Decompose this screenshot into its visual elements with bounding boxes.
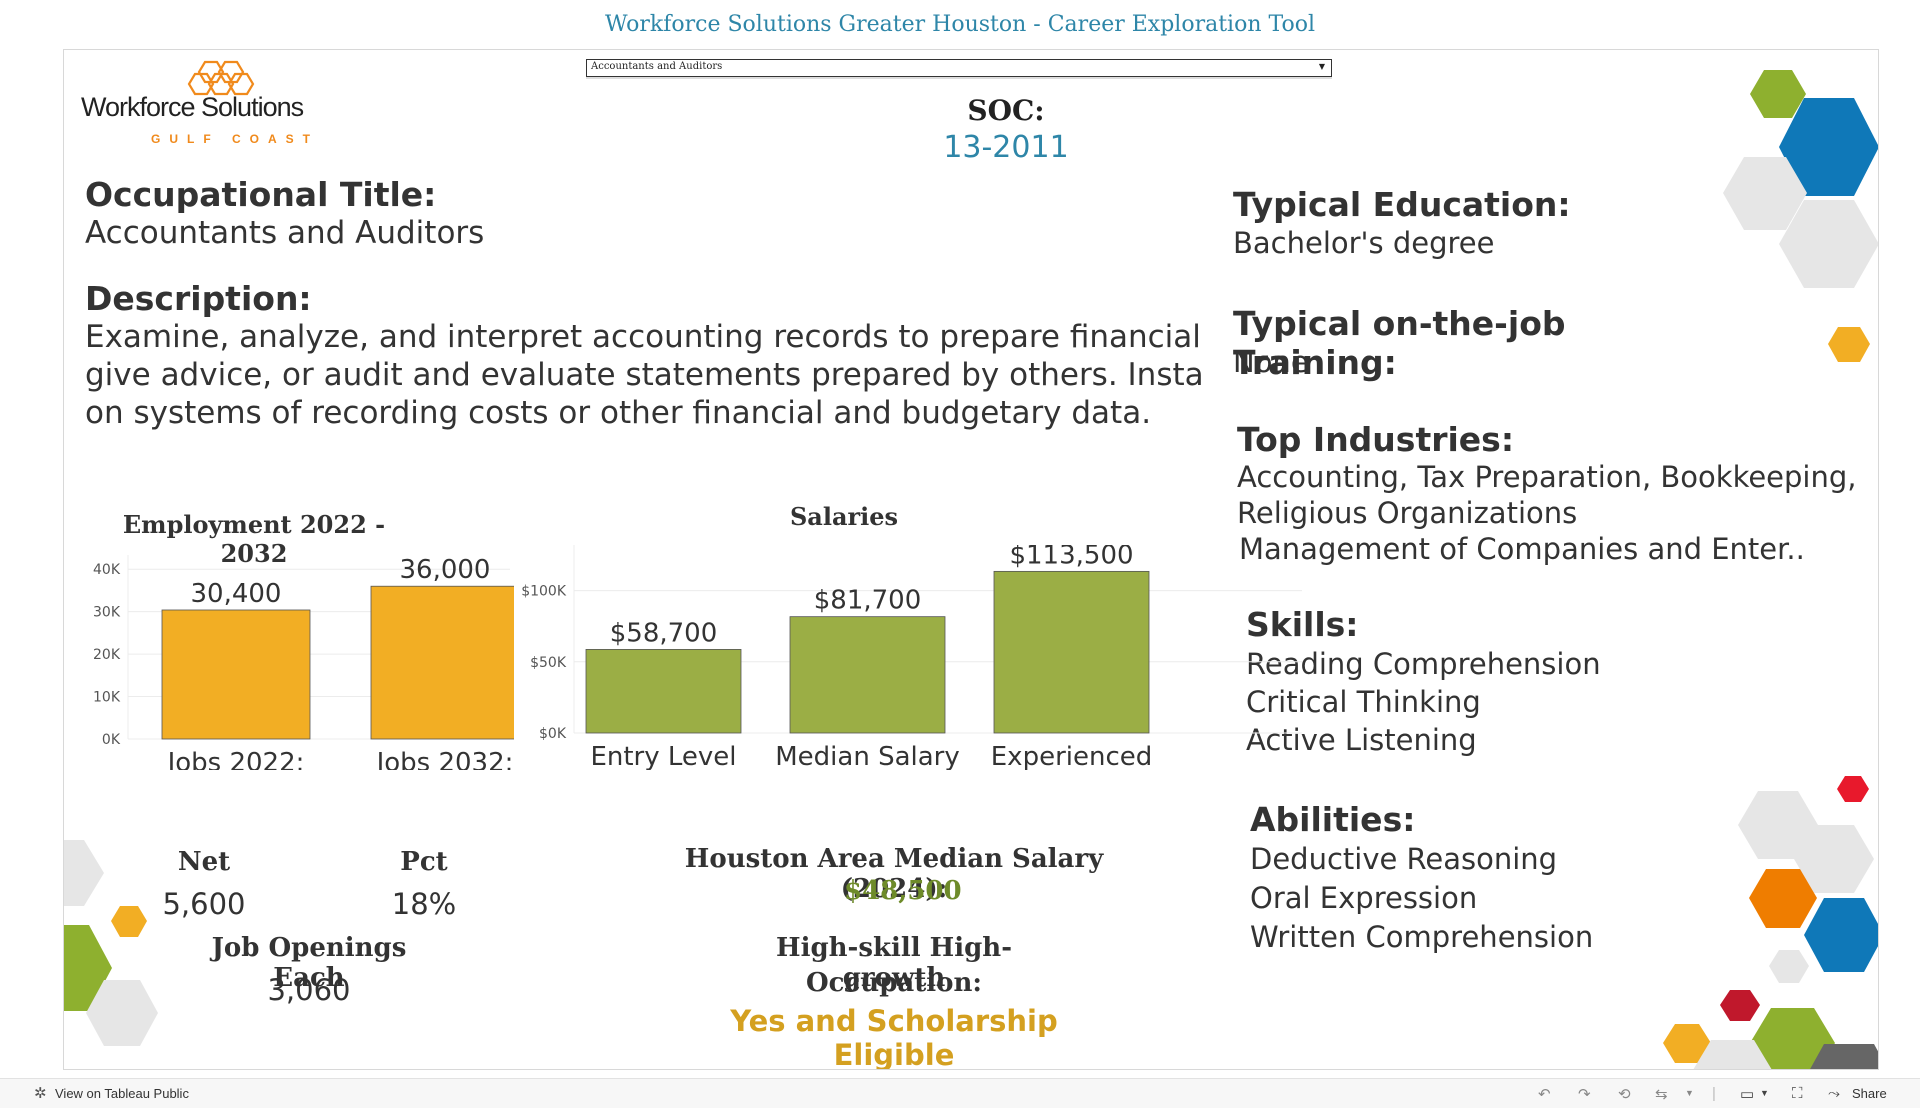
- logo-word: Workforce Solutions: [81, 92, 304, 122]
- net-change-value: 5,600: [162, 887, 246, 921]
- high-skill-label: High-skill High-growth: [776, 933, 1012, 993]
- y-tick-label: 10K: [93, 690, 121, 706]
- tableau-icon[interactable]: ✲: [34, 1085, 47, 1102]
- employment-chart: 0K 10K 20K 30K 40K 30,400 Jobs 2022: 36,000 Jobs…: [93, 555, 514, 770]
- refresh-icon[interactable]: ⇆: [1655, 1086, 1668, 1103]
- high-skill-value: Yes and Scholarship Eligible: [730, 1004, 1058, 1070]
- net-change-label: Net: [177, 847, 231, 877]
- industry-item: Accounting, Tax Preparation, Bookkeeping…: [1237, 460, 1857, 494]
- bar-data-label: $81,700: [814, 586, 922, 616]
- tableau-toolbar: ✲ View on Tableau Public ↶ ↷ ⟲ ⇆ ▼ | ▭ ▼…: [0, 1078, 1920, 1108]
- share-button[interactable]: Share: [1852, 1086, 1887, 1101]
- soc-value: 13-2011: [943, 130, 1069, 165]
- device-preview-icon[interactable]: ▭: [1740, 1086, 1755, 1103]
- revert-icon[interactable]: ⟲: [1618, 1086, 1631, 1103]
- description-line: Examine, analyze, and interpret accounti…: [85, 319, 1205, 355]
- industry-item: Management of Companies and Enter..: [1239, 532, 1805, 566]
- bar[interactable]: [370, 585, 514, 740]
- training-value: None: [1233, 345, 1309, 379]
- industries-list: Accounting, Tax Preparation, Bookkeeping…: [1237, 459, 1857, 567]
- pct-change-value: 18%: [391, 887, 457, 921]
- education-label: Typical Education:: [1233, 185, 1571, 224]
- bar[interactable]: [161, 609, 311, 740]
- high-skill-label-2: Occupation:: [806, 968, 982, 998]
- bar-data-label: $58,700: [610, 618, 718, 648]
- y-tick-label: $50K: [530, 655, 567, 671]
- category-label: Experienced: [991, 742, 1153, 770]
- logo-sub: GULF COAST: [151, 132, 319, 146]
- description-text: Examine, analyze, and interpret accounti…: [85, 318, 1205, 448]
- bar-data-label: 30,400: [191, 579, 282, 609]
- job-openings-label: Job Openings Each: [211, 933, 407, 993]
- industries-label: Top Industries:: [1237, 420, 1515, 459]
- median-salary-label: Houston Area Median Salary (2024):: [684, 844, 1104, 904]
- bar[interactable]: [789, 616, 946, 734]
- y-tick-label: 40K: [93, 562, 121, 578]
- description-line: on systems of recording costs or other f…: [85, 395, 1152, 431]
- y-tick-label: $0K: [539, 726, 567, 742]
- training-label: Typical on-the-job Training:: [1233, 304, 1566, 382]
- bar-data-label: 36,000: [400, 555, 491, 585]
- skill-item: Reading Comprehension: [1246, 647, 1601, 681]
- abilities-label: Abilities:: [1250, 800, 1416, 839]
- skills-list: Reading Comprehension Critical Thinking …: [1246, 645, 1601, 759]
- industry-item: Religious Organizations: [1237, 496, 1578, 530]
- y-tick-label: $100K: [521, 584, 567, 600]
- occupation-select-value: Accountants and Auditors: [591, 61, 723, 72]
- education-value: Bachelor's degree: [1233, 226, 1495, 260]
- share-icon[interactable]: ⤳: [1828, 1085, 1841, 1102]
- refresh-chevron-down-icon[interactable]: ▼: [1685, 1088, 1694, 1098]
- device-chevron-down-icon[interactable]: ▼: [1760, 1088, 1769, 1098]
- description-label: Description:: [85, 279, 312, 318]
- view-on-tableau-link[interactable]: View on Tableau Public: [55, 1086, 189, 1101]
- occupational-title-value: Accountants and Auditors: [85, 215, 485, 251]
- redo-icon[interactable]: ↷: [1578, 1086, 1591, 1103]
- median-salary-value: $48,500: [844, 876, 962, 906]
- y-tick-label: 20K: [93, 647, 121, 663]
- bar[interactable]: [585, 649, 742, 734]
- skills-label: Skills:: [1246, 605, 1359, 644]
- description-line: give advice, or audit and evaluate state…: [85, 357, 1205, 393]
- y-tick-label: 0K: [102, 732, 121, 748]
- job-openings-value: 3,060: [267, 973, 351, 1007]
- undo-icon[interactable]: ↶: [1538, 1086, 1551, 1103]
- dashboard: Workforce Solutions GULF COAST Accountan…: [63, 49, 1879, 1070]
- salaries-chart-title: Salaries: [789, 502, 899, 531]
- toolbar-divider: |: [1712, 1085, 1716, 1102]
- skill-item: Critical Thinking: [1246, 685, 1481, 719]
- ability-item: Oral Expression: [1250, 881, 1478, 915]
- fullscreen-icon[interactable]: ⛶: [1792, 1085, 1803, 1102]
- category-label: Median Salary: [775, 742, 960, 770]
- logo-hexagons-icon: [187, 60, 255, 96]
- category-label: Jobs 2022:: [166, 748, 305, 770]
- category-label: Jobs 2032:: [375, 748, 514, 770]
- skill-item: Active Listening: [1246, 723, 1477, 757]
- page-title: Workforce Solutions Greater Houston - Ca…: [605, 12, 1315, 37]
- category-label: Entry Level: [590, 742, 736, 770]
- bar[interactable]: [993, 570, 1150, 734]
- y-tick-label: 30K: [93, 605, 121, 621]
- chevron-down-icon[interactable]: ▼: [1318, 62, 1325, 71]
- abilities-list: Deductive Reasoning Oral Expression Writ…: [1250, 840, 1593, 957]
- ability-item: Written Comprehension: [1250, 920, 1594, 954]
- pct-change-label: Pct: [400, 847, 448, 877]
- salaries-chart: $0K $50K $100K $58,700 Entry Level $81,700 Med…: [521, 545, 1302, 770]
- right-panel: Typical Education: Bachelor's degree Typ…: [1232, 185, 1857, 1015]
- bar-data-label: $113,500: [1009, 545, 1133, 570]
- employment-chart-title: Employment 2022 - 2032: [122, 510, 386, 568]
- occupational-title-label: Occupational Title:: [85, 175, 437, 214]
- ability-item: Deductive Reasoning: [1250, 842, 1558, 876]
- occupation-select[interactable]: Accountants and Auditors ▼: [586, 59, 1332, 77]
- logo: Workforce Solutions GULF COAST: [81, 60, 311, 150]
- soc-label: SOC:: [967, 94, 1045, 127]
